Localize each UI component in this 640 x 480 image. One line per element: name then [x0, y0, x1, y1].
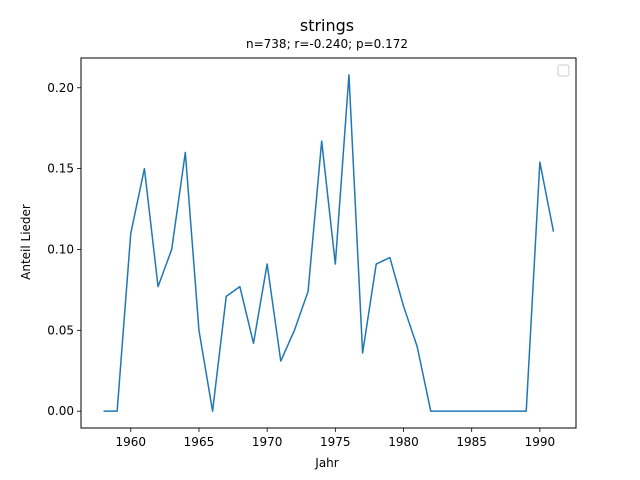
- x-tick-label: 1970: [252, 435, 283, 449]
- chart-subtitle: n=738; r=-0.240; p=0.172: [246, 37, 408, 51]
- y-tick-label: 0.00: [47, 404, 74, 418]
- y-tick-label: 0.10: [47, 242, 74, 256]
- x-tick-label: 1990: [525, 435, 556, 449]
- y-tick-label: 0.20: [47, 81, 74, 95]
- axes-frame: [80, 57, 577, 429]
- x-tick-label: 1975: [320, 435, 351, 449]
- x-tick-label: 1985: [456, 435, 487, 449]
- x-axis-label: Jahr: [314, 456, 338, 470]
- x-tick-label: 1965: [184, 435, 215, 449]
- y-tick-label: 0.05: [47, 323, 74, 337]
- x-tick-label: 1960: [115, 435, 146, 449]
- x-tick-label: 1980: [388, 435, 419, 449]
- chart-title: strings: [300, 16, 354, 35]
- legend-box: [557, 64, 570, 77]
- series-line-0: [103, 74, 555, 412]
- plot-area: 1960 1965 1970 1975 1980 1985 1990 0.00 0.05 0.10…: [47, 57, 577, 449]
- y-axis-label: Anteil Lieder: [19, 204, 33, 280]
- y-tick-label: 0.15: [47, 162, 74, 176]
